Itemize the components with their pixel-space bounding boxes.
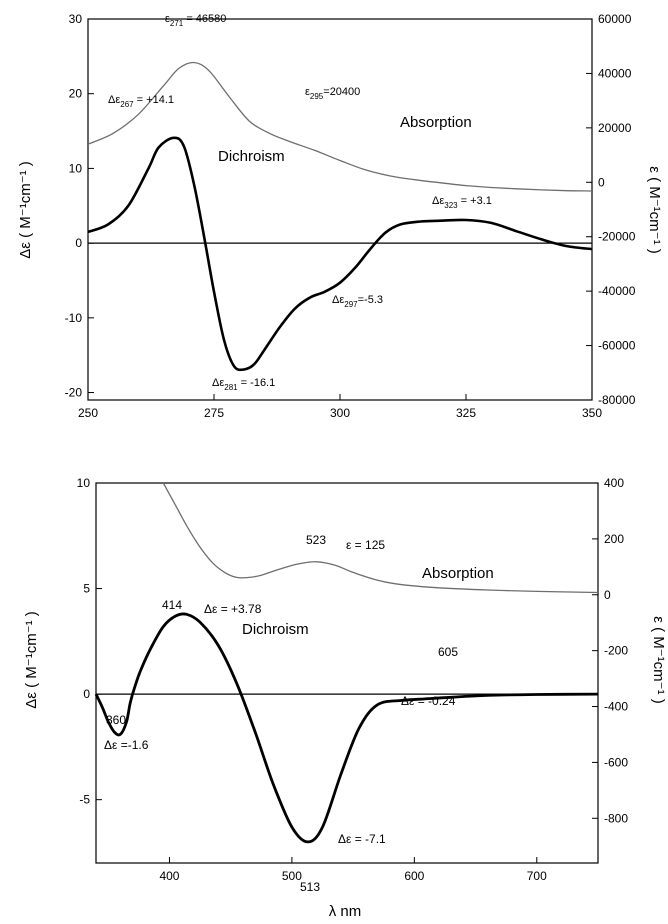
top-ylabel: Δε ( M⁻¹cm⁻¹ ) (17, 161, 34, 259)
top-dichroism-label: Dichroism (218, 148, 285, 165)
y2-tick-label: -400 (604, 700, 628, 714)
top-annotation: Δε297=-5.3 (332, 294, 383, 309)
bottom-annotation: 523 (306, 533, 326, 547)
bottom-absorption-line (162, 482, 599, 594)
y2-tick-label: -800 (604, 811, 628, 825)
bottom-y-ticks: 10 5 0 -5 (77, 476, 102, 807)
y2-tick-label: -40000 (598, 284, 636, 298)
top-plot-frame (87, 18, 593, 401)
bottom-dichroism-label: Dichroism (242, 621, 309, 638)
y-tick-label: -10 (65, 311, 83, 325)
bottom-xlabel: λ nm (329, 903, 362, 920)
bottom-plot-frame (95, 482, 599, 864)
x-tick-label: 275 (204, 406, 224, 420)
top-x-ticks: 250 275 300 325 350 (78, 394, 602, 420)
x-tick-label: 300 (330, 406, 350, 420)
bottom-panel: 400 500 600 700 10 5 0 -5 400 200 0 -200 -400 -600 -… (23, 476, 667, 920)
y-tick-label: 10 (69, 161, 83, 175)
y2-tick-label: 0 (598, 175, 605, 189)
x-tick-label: 600 (404, 869, 424, 883)
y2-tick-label: 20000 (598, 121, 632, 135)
y-tick-label: 5 (83, 582, 90, 596)
bottom-ylabel: Δε ( M⁻¹cm⁻¹ ) (23, 611, 40, 709)
y-tick-label: 20 (69, 87, 83, 101)
x-tick-label: 400 (159, 869, 179, 883)
y2-tick-label: -200 (604, 644, 628, 658)
top-annotation: Δε267 = +14.1 (108, 94, 174, 109)
y-tick-label: -5 (79, 793, 90, 807)
x-tick-label: 350 (582, 406, 602, 420)
bottom-annotation: ε = 125 (346, 538, 385, 552)
top-y2label: ε ( M⁻¹cm⁻¹ ) (646, 166, 663, 254)
top-annotation: ε271 = 46580 (165, 13, 226, 28)
y-tick-label: 0 (75, 236, 82, 250)
y-tick-label: -20 (65, 386, 83, 400)
top-dichroism-line (87, 136, 593, 372)
y2-tick-label: -600 (604, 755, 628, 769)
top-annotation: Δε323 = +3.1 (432, 195, 492, 210)
top-annotation: Δε281 = -16.1 (212, 377, 275, 392)
bottom-x-ticks: 400 500 600 700 (159, 857, 547, 883)
top-panel: 250 275 300 325 350 30 20 10 0 -10 -20 60000 40000… (17, 12, 663, 420)
bottom-annotation: 605 (438, 645, 458, 659)
y-tick-label: 10 (77, 476, 91, 490)
bottom-annotation: Δε = -7.1 (338, 832, 386, 846)
y2-tick-label: 400 (604, 476, 624, 490)
bottom-annotation: Δε = +3.78 (204, 602, 262, 616)
top-absorption-line (87, 61, 593, 192)
top-absorption-label: Absorption (400, 114, 472, 131)
y2-tick-label: 60000 (598, 12, 632, 26)
y2-tick-label: 0 (604, 588, 611, 602)
bottom-annotation: Δε =-1.6 (104, 738, 149, 752)
y2-tick-label: 40000 (598, 66, 632, 80)
bottom-y2-ticks: 400 200 0 -200 -400 -600 -800 (592, 476, 628, 825)
bottom-annotation: 414 (162, 598, 182, 612)
y2-tick-label: 200 (604, 532, 624, 546)
x-tick-label: 500 (282, 869, 302, 883)
top-y-ticks: 30 20 10 0 -10 -20 (65, 12, 94, 400)
bottom-annotation: 513 (300, 880, 320, 894)
y2-tick-label: -60000 (598, 339, 636, 353)
y2-tick-label: -20000 (598, 230, 636, 244)
bottom-dichroism-line (94, 612, 599, 844)
bottom-annotation: Δε = -0.24 (401, 694, 456, 708)
y2-tick-label: -80000 (598, 393, 636, 407)
bottom-absorption-label: Absorption (422, 565, 494, 582)
top-y2-ticks: 60000 40000 20000 0 -20000 -40000 -60000 -80000 (586, 12, 636, 407)
bottom-annotation: 360 (106, 713, 126, 727)
x-tick-label: 325 (456, 406, 476, 420)
x-tick-label: 700 (527, 869, 547, 883)
x-tick-label: 250 (78, 406, 98, 420)
top-annotation: ε295=20400 (305, 86, 360, 101)
y-tick-label: 30 (69, 12, 83, 26)
bottom-y2label: ε ( M⁻¹cm⁻¹ ) (650, 616, 667, 704)
y-tick-label: 0 (83, 687, 90, 701)
